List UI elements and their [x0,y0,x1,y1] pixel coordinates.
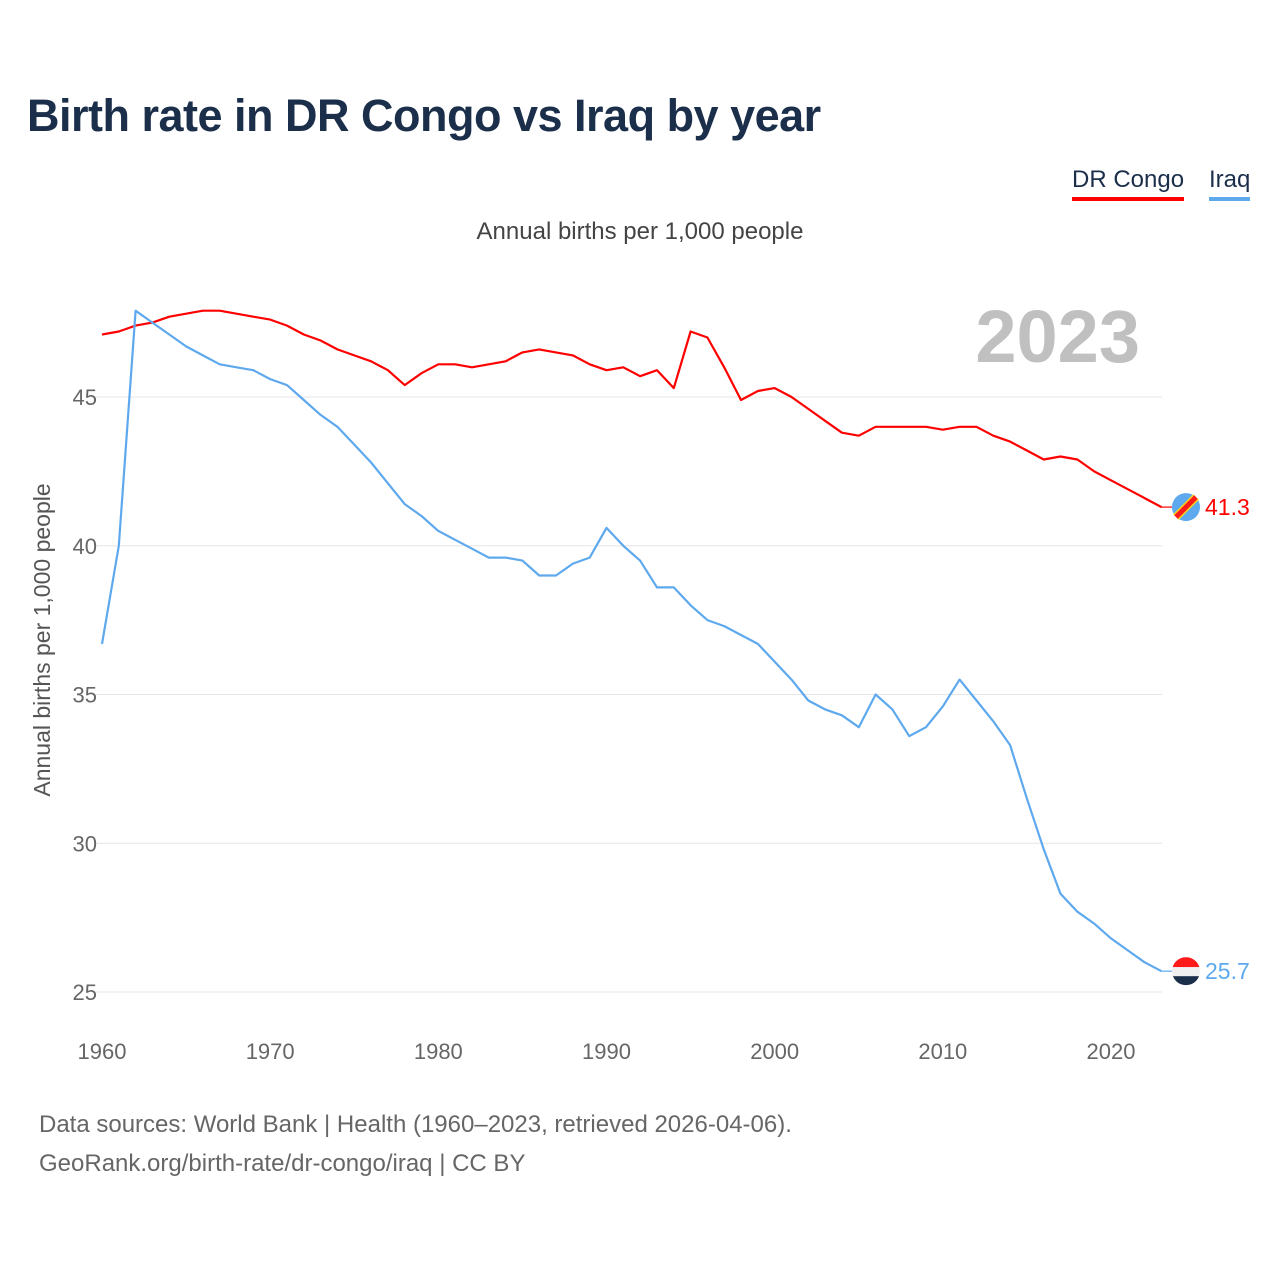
flag-stripe [1174,495,1198,519]
flag-band-white [1172,967,1200,977]
end-value-label: 25.7 [1205,958,1250,984]
x-tick-label: 1960 [78,1039,127,1064]
end-value-label: 41.3 [1205,494,1250,520]
y-tick-label: 35 [73,683,97,708]
legend-item-iraq[interactable]: Iraq [1209,166,1251,201]
footer: Data sources: World Bank | Health (1960–… [39,1105,792,1183]
y-tick-label: 45 [73,385,97,410]
y-tick-label: 25 [73,980,97,1005]
data-source-text: Data sources: World Bank | Health (1960–… [39,1111,792,1138]
flag-band-black [1172,976,1200,986]
y-axis-label: Annual births per 1,000 people [29,483,55,796]
y-tick-label: 40 [73,534,97,559]
year-label: 2023 [975,295,1140,378]
x-tick-label: 1970 [246,1039,295,1064]
series-line-iraq [100,309,1163,973]
x-tick-label: 1980 [414,1039,463,1064]
chart-title: Birth rate in DR Congo vs Iraq by year [27,90,821,141]
legend-item-dr-congo[interactable]: DR Congo [1072,166,1185,201]
flag-band-red [1172,957,1200,968]
chart-subtitle: Annual births per 1,000 people [476,218,804,245]
iraq-flag-icon [1172,957,1200,986]
source-link[interactable]: GeoRank.org/birth-rate/dr-congo/iraq | C… [39,1150,526,1177]
x-tick-label: 1990 [582,1039,631,1064]
series-line-dr-congo [101,309,1163,509]
x-tick-label: 2020 [1087,1039,1136,1064]
y-tick-label: 30 [73,831,97,856]
x-tick-label: 2010 [918,1039,967,1064]
x-tick-label: 2000 [750,1039,799,1064]
